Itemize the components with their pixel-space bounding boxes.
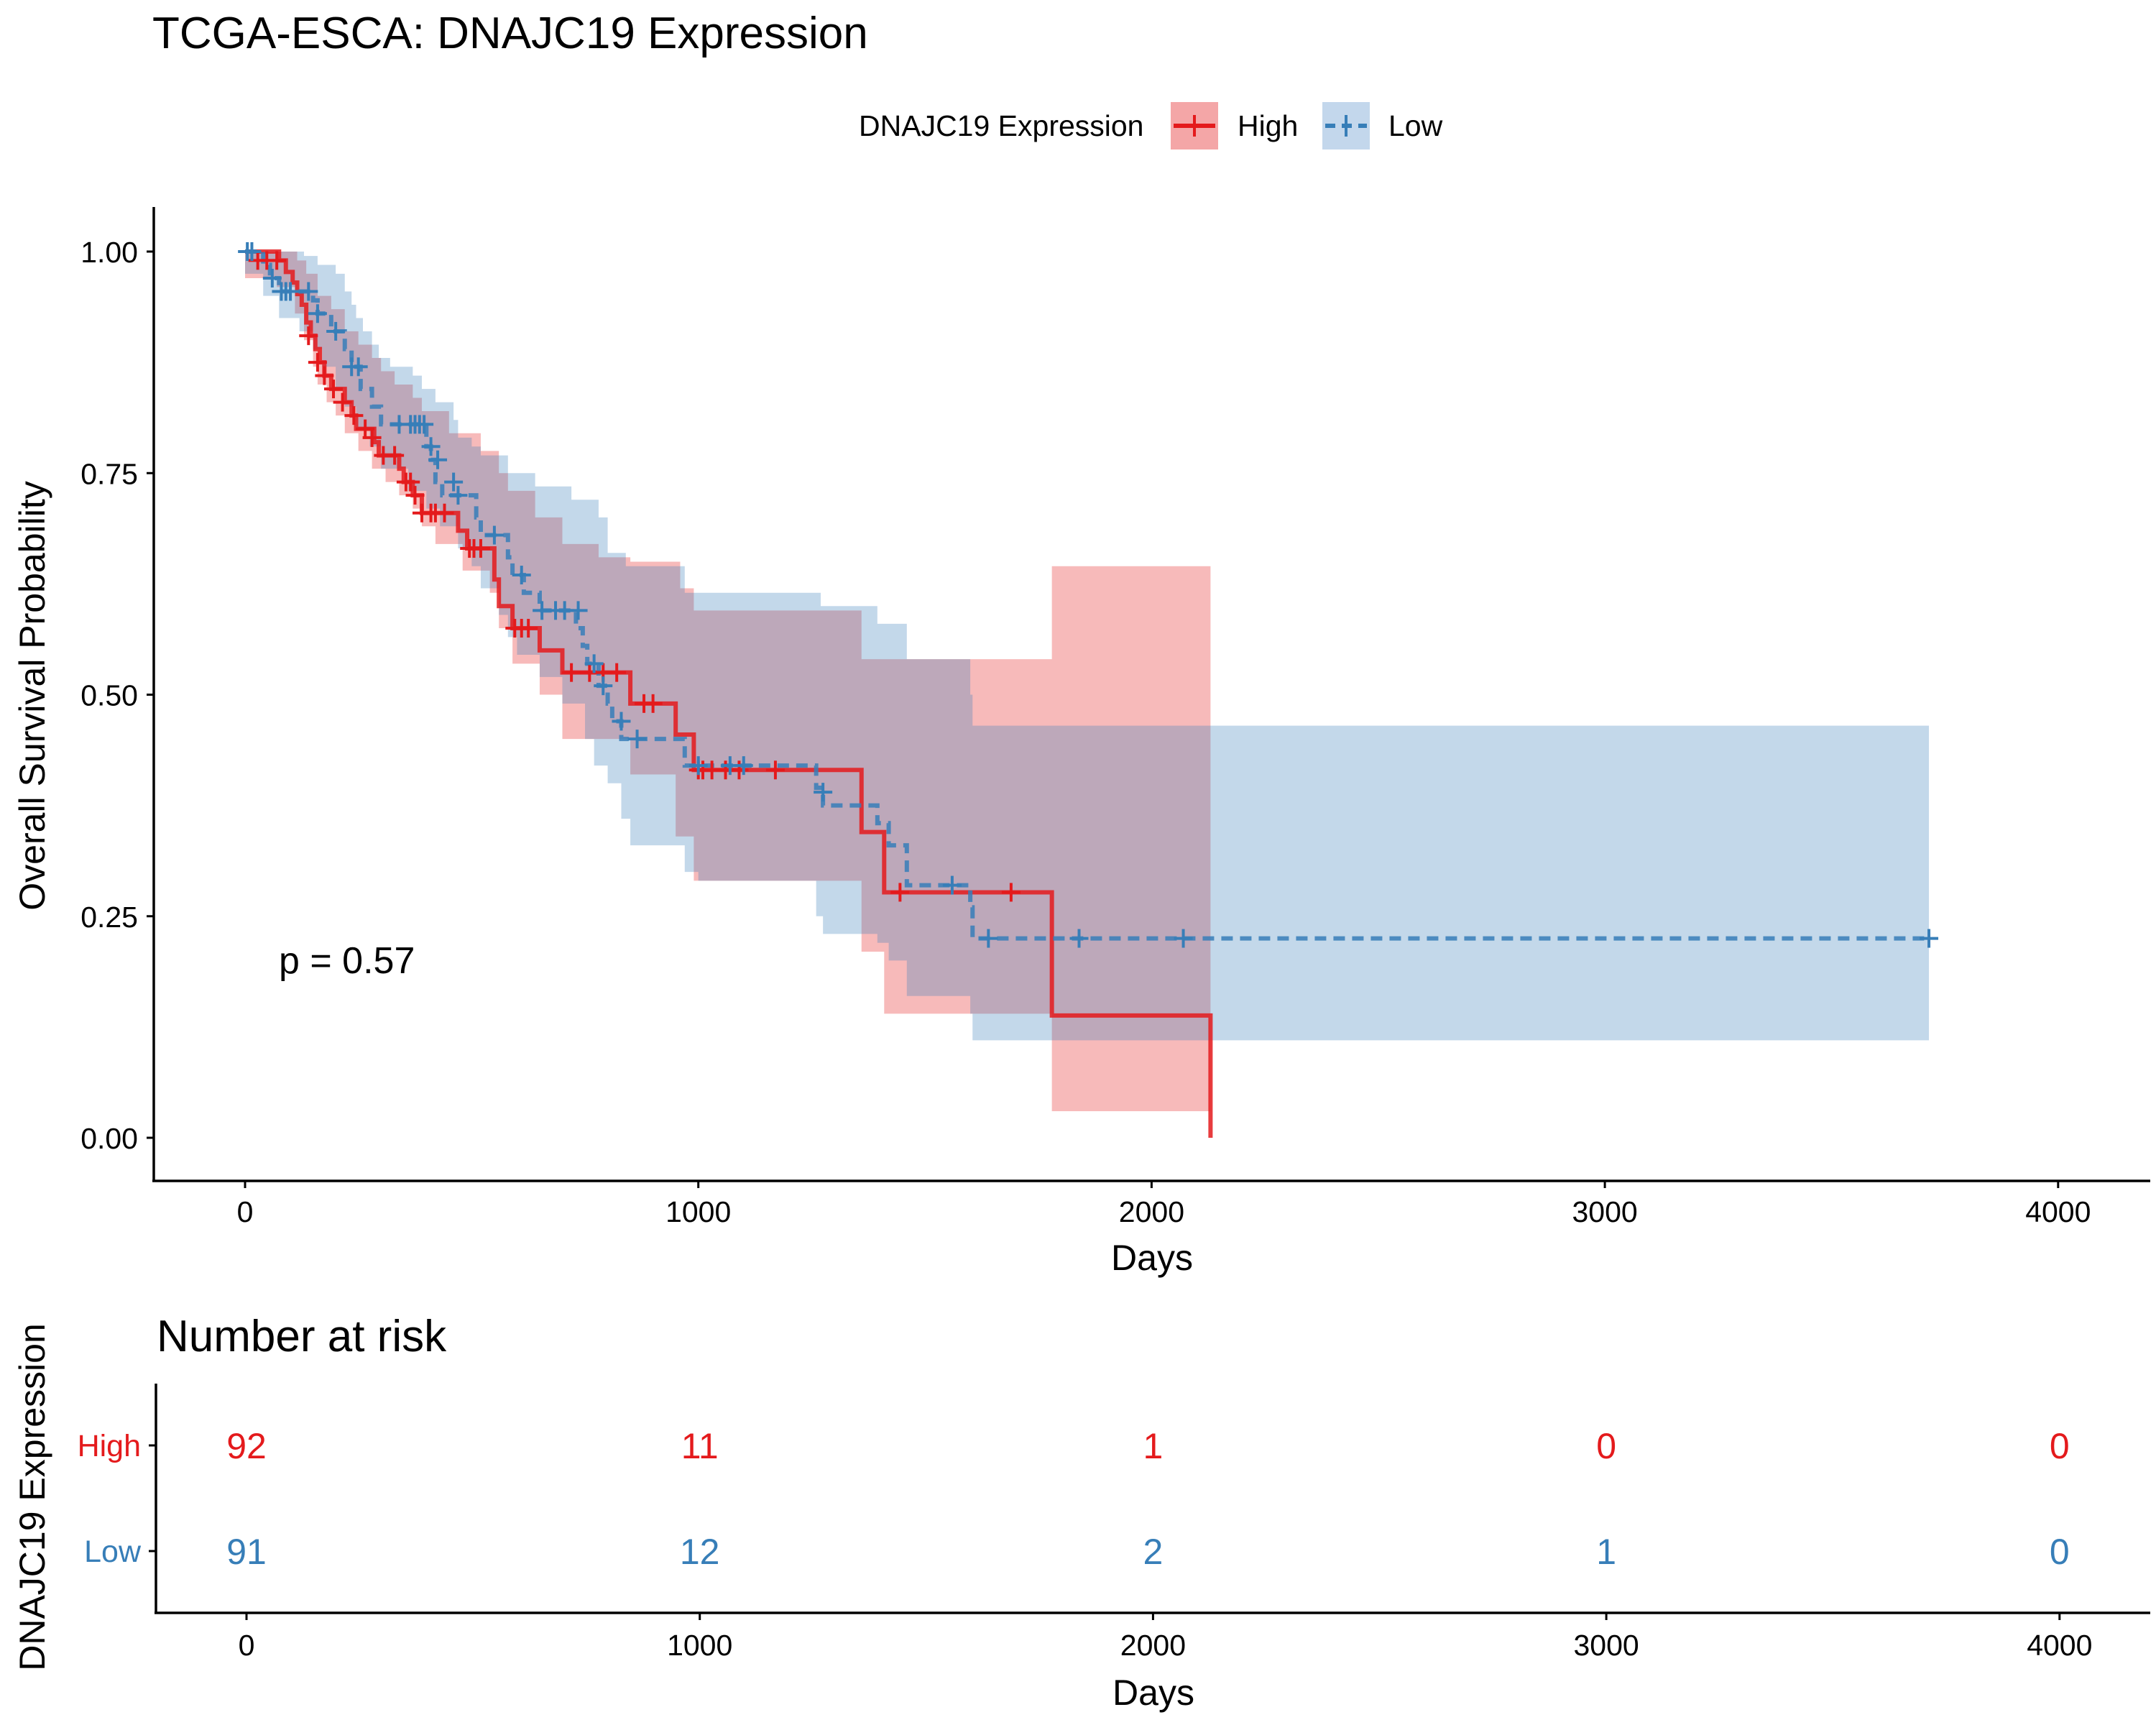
censor-mark-low xyxy=(512,566,531,585)
ci-band-low xyxy=(245,252,1930,1041)
x-tick-label: 2000 xyxy=(1119,1195,1184,1228)
confidence-bands xyxy=(245,252,1930,1112)
censor-mark-low xyxy=(979,929,998,948)
censor-mark-high xyxy=(471,539,490,558)
legend-item-low: Low xyxy=(1322,102,1443,150)
censor-mark-high xyxy=(729,760,749,780)
chart-title: TCGA-ESCA: DNAJC19 Expression xyxy=(152,9,868,58)
risk-x-axis-ticks: 0 1000 2000 3000 4000 xyxy=(239,1613,2092,1662)
censor-mark-low xyxy=(584,654,604,673)
censor-mark-low xyxy=(428,450,448,469)
risk-x-tick-label: 4000 xyxy=(2027,1629,2092,1662)
legend-label-high: High xyxy=(1238,109,1298,142)
censor-mark-high xyxy=(405,486,425,505)
censor-mark-low xyxy=(627,730,647,749)
risk-count-low: 1 xyxy=(1596,1532,1616,1572)
censor-mark-low xyxy=(415,415,434,434)
censor-mark-high xyxy=(323,380,343,399)
censor-mark-high xyxy=(607,663,627,682)
y-tick-label: 1.00 xyxy=(80,236,138,269)
y-tick-label: 0.50 xyxy=(80,679,138,712)
risk-y-axis-label: DNAJC19 Expression xyxy=(12,1323,52,1671)
censor-mark-low xyxy=(281,282,300,301)
censor-mark-high xyxy=(519,619,538,638)
censor-mark-low xyxy=(444,472,464,492)
censor-mark-high xyxy=(435,503,454,523)
risk-row-label-low: Low xyxy=(84,1535,142,1569)
risk-count-high: 1 xyxy=(1143,1426,1163,1466)
risk-count-high: 11 xyxy=(681,1426,719,1466)
censor-mark-low xyxy=(349,357,368,377)
censor-mark-low xyxy=(242,242,262,261)
censor-mark-high xyxy=(401,472,420,492)
x-axis-ticks: 0 1000 2000 3000 4000 xyxy=(237,1181,2091,1228)
censor-mark-low xyxy=(814,783,833,802)
risk-x-tick-label: 3000 xyxy=(1573,1629,1639,1662)
x-axis-label: Days xyxy=(1111,1238,1193,1278)
risk-table-title: Number at risk xyxy=(157,1312,447,1361)
censor-mark-low xyxy=(612,712,631,731)
risk-x-axis-label: Days xyxy=(1112,1673,1194,1713)
censor-mark-low xyxy=(326,321,346,341)
censor-mark-high xyxy=(643,694,663,713)
censor-mark-high xyxy=(1001,883,1021,902)
censor-mark-high xyxy=(362,428,382,447)
risk-row-label-high: High xyxy=(78,1429,141,1463)
censor-mark-low xyxy=(421,437,441,456)
x-tick-label: 4000 xyxy=(2025,1195,2091,1228)
censor-mark-low xyxy=(448,486,468,505)
risk-count-low: 91 xyxy=(226,1532,267,1572)
risk-x-tick-label: 1000 xyxy=(667,1629,732,1662)
censor-mark-high xyxy=(308,353,327,372)
legend-label-low: Low xyxy=(1388,109,1443,142)
y-axis-label: Overall Survival Probability xyxy=(12,481,52,910)
censor-mark-low xyxy=(734,756,753,776)
censor-mark-high xyxy=(267,251,287,270)
censor-mark-high xyxy=(344,406,364,426)
censor-mark-high xyxy=(315,366,334,385)
x-tick-label: 0 xyxy=(237,1195,254,1228)
censor-mark-low xyxy=(1174,929,1193,948)
x-tick-label: 3000 xyxy=(1572,1195,1637,1228)
x-tick-label: 1000 xyxy=(665,1195,731,1228)
censor-mark-high xyxy=(299,326,318,346)
censor-mark-high xyxy=(333,392,352,412)
censor-mark-low xyxy=(1069,929,1089,948)
censor-mark-high xyxy=(890,883,910,902)
censor-mark-low xyxy=(942,875,962,895)
legend: DNAJC19 Expression High Low xyxy=(859,102,1443,150)
censor-mark-high xyxy=(765,760,785,780)
y-tick-label: 0.00 xyxy=(80,1122,138,1155)
y-tick-label: 0.25 xyxy=(80,901,138,934)
censor-mark-low xyxy=(688,756,708,776)
p-value-label: p = 0.57 xyxy=(279,940,415,982)
censor-mark-high xyxy=(562,663,581,682)
censor-mark-low xyxy=(568,601,588,620)
survival-plot: 0.00 0.25 0.50 0.75 1.00 0 1000 2000 3000 4000 O… xyxy=(12,207,2150,1278)
risk-count-high: 92 xyxy=(226,1426,267,1466)
y-tick-label: 0.75 xyxy=(80,457,138,490)
censor-mark-low xyxy=(262,268,282,288)
legend-item-high: High xyxy=(1171,102,1298,150)
censor-mark-high xyxy=(385,446,405,465)
censor-mark-low xyxy=(299,282,318,301)
risk-count-low: 12 xyxy=(680,1532,720,1572)
legend-title: DNAJC19 Expression xyxy=(859,109,1144,142)
risk-count-high: 0 xyxy=(2050,1426,2070,1466)
risk-count-low: 0 xyxy=(2050,1532,2070,1572)
risk-count-low: 2 xyxy=(1143,1532,1163,1572)
censor-mark-low xyxy=(484,525,504,545)
risk-x-tick-label: 0 xyxy=(239,1629,255,1662)
censor-mark-low xyxy=(594,676,613,696)
censor-mark-low xyxy=(308,304,327,323)
risk-x-tick-label: 2000 xyxy=(1120,1629,1186,1662)
censor-mark-low xyxy=(1920,929,1939,948)
censor-marks xyxy=(238,242,1939,948)
risk-count-high: 0 xyxy=(1596,1426,1616,1466)
y-axis-ticks: 0.00 0.25 0.50 0.75 1.00 xyxy=(80,236,154,1155)
